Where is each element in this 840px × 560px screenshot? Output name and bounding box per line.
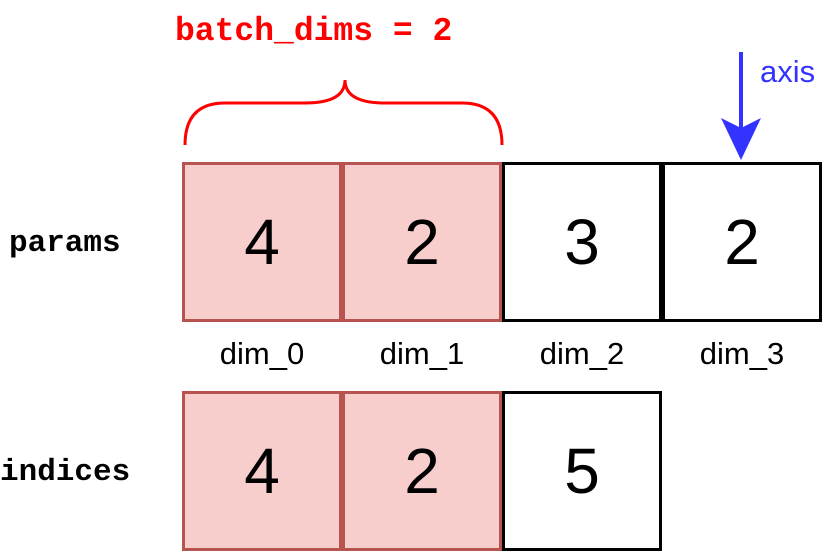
indices-cell-2: 5 [502,391,662,551]
dim-label-0: dim_0 [219,336,305,371]
params-label: params [9,226,121,261]
axis-label: axis [760,54,816,89]
batch-dims-brace [183,79,504,146]
batch-dims-label: batch_dims = 2 [175,13,453,50]
params-cell-dim-1: 2 [342,162,502,322]
params-cell-dim-2: 3 [502,162,662,322]
dim-label-3: dim_3 [699,336,785,371]
dim-label-2: dim_2 [539,336,625,371]
indices-cell-0: 4 [182,391,342,551]
dim-label-1: dim_1 [379,336,465,371]
indices-label: indices [0,455,131,490]
params-cell-dim-3: 2 [662,162,822,322]
params-cell-dim-0: 4 [182,162,342,322]
axis-arrow-head [721,118,761,160]
indices-cell-1: 2 [342,391,502,551]
